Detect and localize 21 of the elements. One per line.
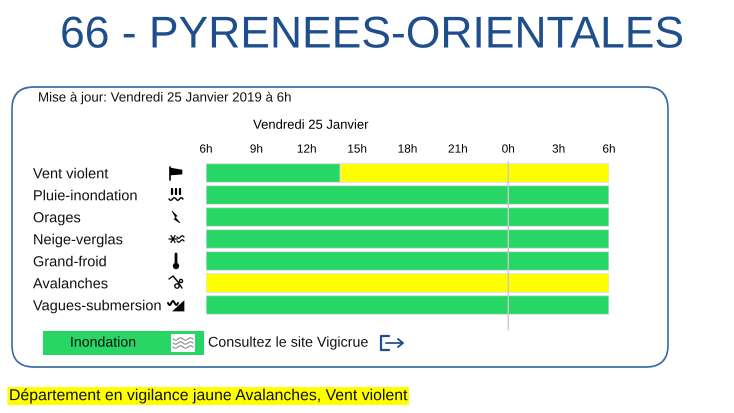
y-tick-label: Neige-verglas (34, 234, 122, 248)
y-tick-label: Orages (34, 212, 80, 226)
y-tick-label: Avalanches (32, 278, 108, 288)
chart-title: 66 - PYRENEES-ORIENTALES (62, 16, 682, 48)
x-tick-label: 12h (298, 144, 316, 153)
x-tick-label: 21h (448, 144, 467, 153)
text: Département en vigilance jaune Avalanches, Vent violent (10, 388, 408, 404)
x-tick-label: 9h (250, 144, 262, 153)
x2-tick-label: 0h (502, 144, 514, 153)
y-tick-label: Vent violent (33, 168, 108, 178)
chart-subtitle: Mise à jour: Vendredi 25 Janvier 2019 à 6h (39, 92, 291, 104)
x-tick-label: 15h (348, 144, 366, 153)
x-tick-label: 6h (200, 144, 212, 153)
text: Consultez le site Vigicrue (208, 336, 368, 350)
x2-tick-label: 3h (552, 144, 564, 153)
x-tick-label: 18h (398, 144, 417, 153)
x-axis-title: Vendredi 25 Janvier (253, 119, 368, 129)
text: Inondation (71, 336, 136, 347)
y-tick-label: Vagues-submersion (33, 300, 161, 314)
y-tick-label: Grand-froid (34, 256, 106, 266)
y-tick-label: Pluie-inondation (34, 190, 137, 200)
